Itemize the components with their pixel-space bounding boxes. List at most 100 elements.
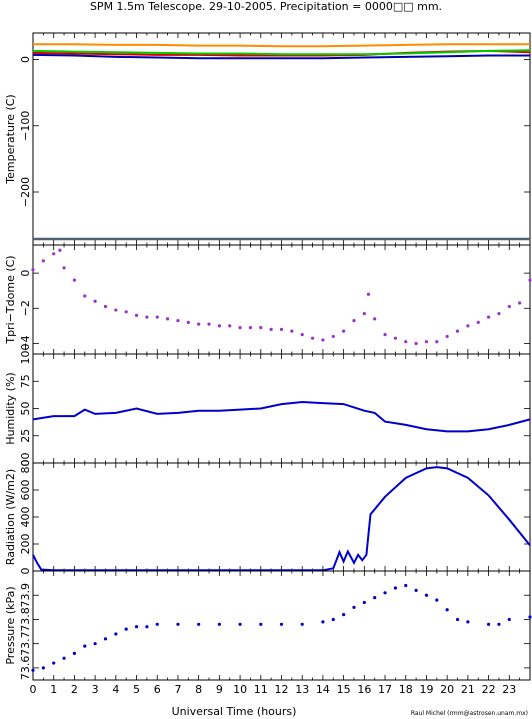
- y-tick-label: 0: [19, 270, 32, 277]
- pressure-point: [52, 661, 56, 665]
- x-tick-label: 20: [440, 683, 454, 696]
- tdelta-point: [342, 329, 346, 333]
- tdelta-point: [424, 340, 429, 344]
- pressure-point: [373, 596, 377, 600]
- tdelta-point: [197, 322, 201, 326]
- pressure-point: [331, 617, 335, 622]
- pressure-point: [383, 591, 387, 595]
- pressure-point: [486, 622, 491, 626]
- tdelta-point: [103, 304, 108, 309]
- tdelta-point: [383, 333, 387, 337]
- tdelta-point: [362, 311, 366, 316]
- pressure-point: [528, 615, 532, 619]
- humidity-frame: [32, 353, 531, 464]
- y-tick-label: 50: [19, 402, 32, 416]
- y-tick-label: 25: [19, 429, 32, 443]
- temperature-frame: [32, 32, 531, 246]
- pressure-point: [145, 625, 149, 629]
- y-tick-label: 0: [19, 568, 32, 575]
- x-tick-label: 8: [195, 683, 202, 696]
- pressure-point: [393, 586, 397, 590]
- pressure-point: [300, 622, 304, 626]
- x-tick-label: 3: [92, 683, 99, 696]
- y-tick-label: 400: [19, 507, 32, 528]
- pressure-point: [124, 627, 128, 631]
- x-tick-label: 9: [216, 683, 223, 696]
- x-tick-label: 12: [275, 683, 289, 696]
- tdelta-point: [248, 326, 253, 330]
- tdelta-point: [52, 252, 56, 256]
- tdelta-point: [58, 248, 62, 252]
- y-tick-label: 800: [19, 453, 32, 474]
- y-tick-label: −100: [19, 111, 32, 141]
- tdelta-point: [83, 294, 87, 298]
- tdelta-point: [404, 340, 408, 344]
- tdelta-point: [41, 259, 45, 263]
- tdelta-y-label: Tpri−Tdome (C): [4, 255, 17, 344]
- x-tick-label: 2: [71, 683, 78, 696]
- y-tick-label: 600: [19, 480, 32, 501]
- pressure-point: [31, 668, 35, 672]
- tdelta-point: [352, 318, 356, 323]
- y-tick-label: 75: [19, 374, 32, 388]
- x-tick-label: 18: [399, 683, 413, 696]
- pressure-point: [176, 622, 180, 626]
- tdelta-point: [455, 329, 460, 333]
- x-tick-label: 0: [30, 683, 37, 696]
- pressure-point: [83, 644, 87, 648]
- humidity-y-label: Humidity (%): [4, 372, 17, 444]
- tdelta-point: [476, 320, 480, 324]
- x-tick-label: 22: [482, 683, 496, 696]
- tdelta-point: [31, 268, 35, 272]
- series-line-orange: [33, 43, 530, 48]
- tdelta-point: [124, 310, 128, 314]
- tdelta-frame: [32, 244, 531, 355]
- tdelta-point: [207, 322, 211, 326]
- pressure-point: [414, 588, 418, 592]
- x-tick-label: 4: [112, 683, 119, 696]
- tdelta-point: [321, 338, 325, 342]
- tdelta-point: [62, 266, 66, 270]
- tdelta-point: [310, 336, 315, 340]
- y-tick-label: −200: [19, 177, 32, 207]
- tdelta-point: [518, 301, 522, 305]
- series-line-green: [32, 49, 531, 56]
- pressure-point: [342, 613, 346, 617]
- pressure-point: [155, 622, 159, 626]
- tdelta-point: [134, 313, 139, 317]
- x-tick-label: 6: [154, 683, 161, 696]
- pressure-point: [72, 651, 77, 655]
- tdelta-point: [155, 315, 159, 319]
- pressure-point: [466, 620, 470, 624]
- pressure-point: [41, 666, 45, 670]
- x-tick-label: 17: [378, 683, 392, 696]
- tdelta-point: [393, 336, 397, 340]
- pressure-point: [238, 622, 242, 626]
- x-tick-label: 1: [50, 683, 57, 696]
- pressure-point: [103, 637, 108, 641]
- tdelta-point: [114, 308, 118, 312]
- tdelta-point: [435, 340, 439, 344]
- series-line-blue: [32, 53, 530, 60]
- pressure-point: [424, 593, 429, 597]
- pressure-y-label: Pressure (kPa): [4, 586, 17, 664]
- pressure-point: [93, 642, 97, 646]
- y-tick-label: 73.9: [19, 583, 32, 608]
- tdelta-point: [290, 329, 294, 333]
- temperature-y-label: Temperature (C): [4, 94, 17, 184]
- pressure-point: [352, 605, 356, 609]
- pressure-point: [279, 622, 284, 626]
- tdelta-point: [300, 333, 304, 337]
- y-tick-label: 73.7: [19, 631, 32, 656]
- x-tick-label: 10: [233, 683, 247, 696]
- radiation-line: [32, 466, 531, 572]
- x-tick-label: 5: [133, 683, 140, 696]
- pressure-point: [404, 583, 408, 588]
- pressure-point: [62, 656, 66, 660]
- credit-text: Raul Michel (rmm@astrosen.unam.mx): [411, 710, 528, 717]
